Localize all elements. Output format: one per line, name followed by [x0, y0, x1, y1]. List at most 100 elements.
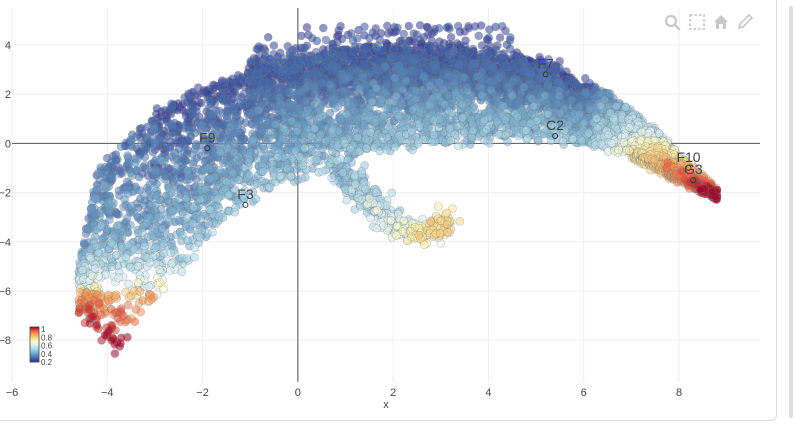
data-point[interactable]	[186, 132, 195, 142]
data-point[interactable]	[263, 89, 272, 99]
data-point[interactable]	[312, 70, 322, 79]
data-point[interactable]	[197, 121, 207, 130]
data-point[interactable]	[151, 167, 161, 176]
data-point[interactable]	[166, 105, 175, 114]
data-point[interactable]	[219, 77, 229, 87]
data-point[interactable]	[201, 184, 210, 194]
data-point[interactable]	[571, 115, 581, 124]
data-point[interactable]	[233, 126, 243, 136]
data-point[interactable]	[446, 32, 456, 42]
data-point[interactable]	[277, 100, 287, 109]
data-point[interactable]	[397, 100, 407, 109]
data-point[interactable]	[136, 123, 146, 133]
data-point[interactable]	[111, 155, 121, 165]
data-point[interactable]	[149, 184, 159, 193]
data-point[interactable]	[336, 21, 345, 31]
data-point[interactable]	[519, 57, 529, 66]
data-point[interactable]	[386, 27, 396, 37]
data-point[interactable]	[295, 87, 305, 96]
data-point[interactable]	[361, 43, 371, 53]
data-point[interactable]	[142, 218, 152, 228]
data-point[interactable]	[380, 61, 390, 71]
data-point[interactable]	[244, 158, 253, 167]
data-point[interactable]	[187, 124, 197, 133]
data-point[interactable]	[100, 181, 109, 190]
data-point[interactable]	[307, 132, 316, 141]
data-point[interactable]	[425, 101, 435, 110]
data-point[interactable]	[339, 86, 349, 95]
data-point[interactable]	[179, 148, 189, 157]
data-point[interactable]	[401, 76, 411, 85]
data-point[interactable]	[266, 127, 276, 137]
scatter-points[interactable]	[74, 20, 722, 358]
data-point[interactable]	[195, 147, 205, 156]
data-point[interactable]	[494, 73, 504, 83]
data-point[interactable]	[369, 55, 379, 64]
data-point[interactable]	[248, 135, 258, 145]
data-point[interactable]	[302, 22, 312, 32]
data-point[interactable]	[394, 111, 404, 121]
data-point[interactable]	[454, 60, 464, 70]
data-point[interactable]	[121, 185, 130, 195]
data-point[interactable]	[445, 114, 455, 124]
data-point[interactable]	[163, 214, 172, 224]
data-point[interactable]	[424, 42, 433, 51]
data-point[interactable]	[425, 81, 435, 91]
data-point[interactable]	[279, 124, 289, 134]
data-point[interactable]	[333, 101, 343, 111]
data-point[interactable]	[228, 168, 238, 178]
data-point[interactable]	[348, 47, 358, 56]
data-point[interactable]	[218, 95, 227, 104]
data-point[interactable]	[253, 105, 263, 115]
data-point[interactable]	[223, 144, 232, 153]
data-point[interactable]	[481, 59, 491, 69]
data-point[interactable]	[126, 220, 135, 230]
data-point[interactable]	[149, 124, 159, 134]
data-point[interactable]	[230, 110, 239, 119]
data-point[interactable]	[409, 57, 418, 66]
data-point[interactable]	[200, 157, 210, 166]
data-point[interactable]	[412, 30, 422, 39]
data-point[interactable]	[457, 100, 467, 109]
data-point[interactable]	[444, 106, 454, 116]
data-point[interactable]	[119, 202, 128, 212]
data-point[interactable]	[435, 78, 444, 87]
data-point[interactable]	[207, 164, 217, 174]
data-point[interactable]	[200, 165, 210, 175]
data-point[interactable]	[132, 166, 142, 175]
data-point[interactable]	[246, 89, 256, 98]
data-point[interactable]	[140, 152, 150, 162]
data-point[interactable]	[172, 162, 182, 172]
data-point[interactable]	[122, 213, 132, 223]
data-point[interactable]	[534, 135, 543, 145]
data-point[interactable]	[266, 79, 276, 89]
data-point[interactable]	[476, 49, 486, 59]
data-point[interactable]	[415, 20, 425, 30]
data-point[interactable]	[297, 31, 306, 41]
data-point[interactable]	[277, 134, 287, 143]
data-point[interactable]	[230, 139, 239, 148]
data-point[interactable]	[418, 57, 428, 67]
data-point[interactable]	[187, 149, 197, 159]
data-point[interactable]	[150, 138, 160, 147]
data-point[interactable]	[168, 121, 177, 130]
data-point[interactable]	[116, 142, 126, 151]
data-point[interactable]	[451, 69, 461, 78]
data-point[interactable]	[168, 132, 178, 141]
data-point[interactable]	[253, 155, 263, 165]
data-point[interactable]	[344, 72, 353, 82]
data-point[interactable]	[263, 32, 273, 42]
data-point[interactable]	[390, 73, 400, 83]
data-point[interactable]	[507, 91, 517, 101]
data-point[interactable]	[386, 53, 395, 63]
data-point[interactable]	[364, 114, 374, 123]
data-point[interactable]	[114, 210, 123, 219]
data-point[interactable]	[464, 23, 474, 33]
data-point[interactable]	[140, 160, 149, 170]
data-point[interactable]	[138, 227, 147, 237]
data-point[interactable]	[226, 123, 235, 132]
data-point[interactable]	[96, 208, 105, 218]
data-point[interactable]	[287, 116, 297, 126]
data-point[interactable]	[501, 115, 510, 124]
data-point[interactable]	[407, 66, 416, 75]
